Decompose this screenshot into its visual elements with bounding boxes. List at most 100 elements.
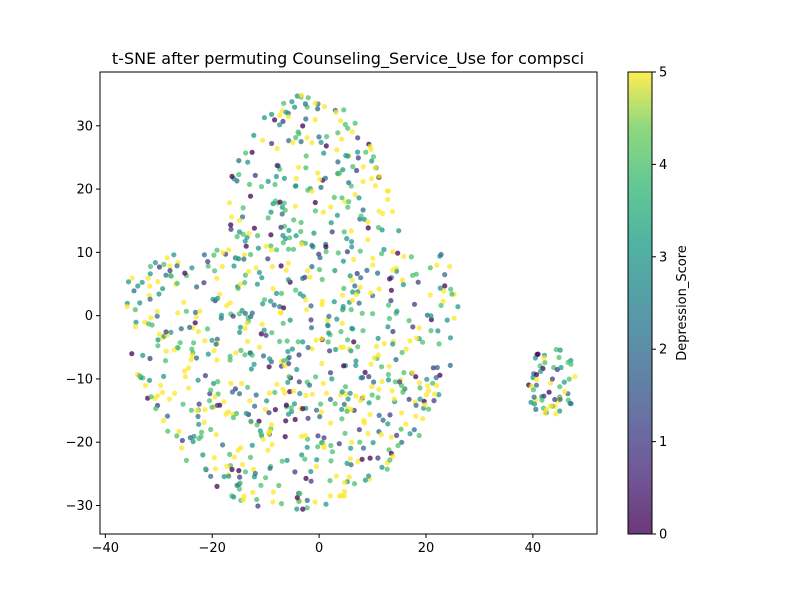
scatter-point [242, 238, 248, 244]
scatter-point [341, 229, 347, 235]
scatter-point [361, 417, 367, 424]
scatter-point [298, 139, 304, 145]
scatter-point [438, 251, 444, 258]
scatter-point [385, 188, 391, 194]
scatter-point [315, 444, 321, 450]
scatter-point [313, 374, 319, 380]
scatter-point [277, 199, 283, 205]
scatter-point [147, 355, 153, 362]
scatter-point [300, 406, 306, 412]
scatter-point [533, 406, 539, 412]
scatter-point [247, 350, 253, 356]
scatter-point [340, 303, 346, 310]
scatter-point [400, 282, 406, 288]
scatter-point [318, 401, 324, 407]
scatter-point [284, 457, 290, 463]
scatter-point [183, 308, 189, 314]
scatter-point [231, 454, 237, 460]
x-tick-label: 40 [525, 541, 542, 556]
x-tick-label: 20 [418, 541, 435, 556]
scatter-point [192, 309, 199, 315]
scatter-point [168, 329, 174, 335]
scatter-point [316, 267, 323, 273]
scatter-point [174, 433, 180, 439]
scatter-point [178, 326, 184, 332]
scatter-point [306, 382, 313, 388]
scatter-point [447, 335, 454, 341]
scatter-point [236, 391, 243, 397]
scatter-point [381, 341, 387, 347]
scatter-point [408, 254, 414, 260]
scatter-point [217, 291, 223, 297]
scatter-point [251, 132, 257, 138]
scatter-point [373, 343, 380, 349]
scatter-point [315, 106, 321, 112]
scatter-point [347, 273, 353, 279]
scatter-point [132, 324, 138, 330]
scatter-point [145, 275, 151, 281]
scatter-point [164, 413, 171, 419]
scatter-point [318, 139, 324, 145]
scatter-point [236, 158, 242, 164]
scatter-point [370, 311, 376, 317]
scatter-point [292, 183, 298, 189]
scatter-point [237, 324, 243, 330]
scatter-point [229, 389, 235, 395]
scatter-point [281, 305, 287, 311]
scatter-point [300, 506, 306, 512]
scatter-point [398, 426, 404, 432]
scatter-point [277, 304, 283, 310]
scatter-point [369, 158, 375, 164]
scatter-point [320, 380, 326, 386]
scatter-point [399, 349, 405, 356]
scatter-point [177, 340, 183, 346]
scatter-point [214, 336, 220, 342]
scatter-point [244, 338, 251, 344]
scatter-point [160, 286, 166, 292]
scatter-point [245, 384, 251, 390]
scatter-point [425, 383, 431, 389]
scatter-point [300, 339, 306, 345]
scatter-point [255, 233, 261, 239]
scatter-point [436, 341, 442, 347]
scatter-point [161, 417, 167, 424]
scatter-point [441, 288, 447, 294]
scatter-point [379, 251, 385, 257]
scatter-point [292, 416, 298, 423]
x-tick-label: −40 [92, 541, 119, 556]
scatter-point [249, 442, 255, 448]
scatter-point [268, 243, 274, 249]
scatter-point [261, 327, 267, 333]
scatter-point [360, 207, 366, 213]
scatter-point [229, 214, 235, 220]
scatter-point [312, 117, 318, 123]
scatter-point [363, 149, 369, 155]
scatter-point [295, 129, 301, 135]
scatter-point [422, 402, 428, 408]
scatter-point [183, 457, 189, 463]
scatter-point [302, 101, 308, 107]
scatter-point [147, 283, 153, 289]
scatter-point [407, 338, 413, 344]
scatter-point [360, 179, 366, 185]
scatter-point [304, 505, 310, 511]
scatter-point [342, 479, 348, 485]
scatter-point [406, 396, 412, 402]
scatter-point [273, 173, 279, 180]
scatter-point [360, 445, 367, 451]
scatter-point [538, 368, 544, 374]
scatter-point [298, 219, 304, 226]
scatter-point [156, 291, 162, 297]
scatter-point [299, 433, 305, 439]
scatter-point [242, 272, 248, 278]
scatter-point [263, 332, 269, 338]
scatter-point [236, 486, 242, 492]
scatter-point [294, 366, 300, 373]
scatter-point [292, 203, 298, 209]
scatter-point [362, 369, 368, 375]
scatter-point [326, 313, 332, 319]
scatter-point [344, 249, 350, 255]
scatter-point [146, 321, 152, 327]
scatter-point [287, 235, 293, 241]
scatter-point [331, 299, 337, 305]
